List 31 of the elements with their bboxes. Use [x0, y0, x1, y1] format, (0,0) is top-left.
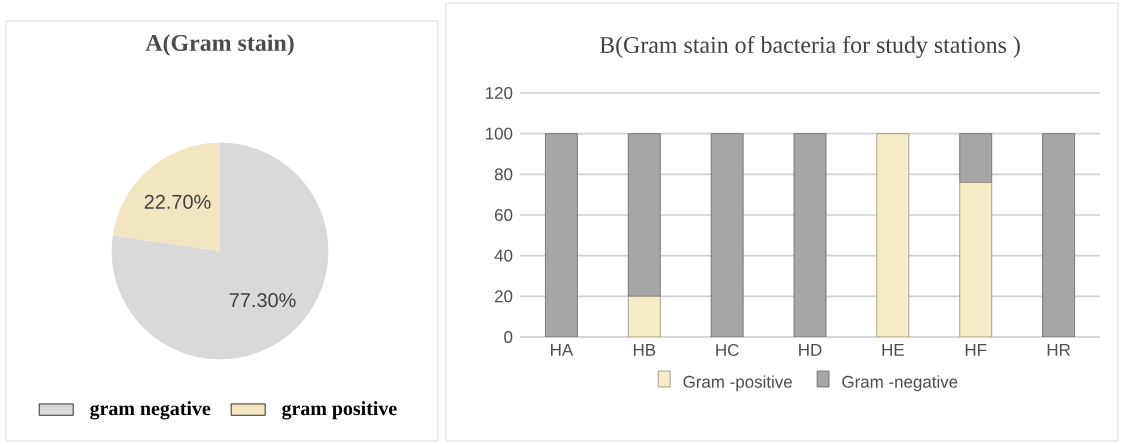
y-tick-label: 120 — [485, 87, 513, 99]
bar — [627, 133, 661, 297]
legend-label: Gram -negative — [842, 375, 958, 392]
legend-label: gram positive — [282, 401, 397, 420]
x-tick-label: HR — [1047, 344, 1071, 356]
x-tick-label: HA — [551, 344, 574, 356]
y-tick-label: 80 — [494, 168, 513, 181]
bar — [710, 133, 744, 337]
bar — [627, 295, 661, 337]
y-tick-label: 40 — [494, 249, 513, 262]
x-tick-label: HC — [716, 344, 739, 357]
y-tick-label: 0 — [504, 331, 513, 343]
x-tick-label: HE — [882, 344, 904, 356]
x-tick-label: HD — [799, 344, 822, 356]
chart-title: A(Gram stain) — [145, 34, 294, 56]
bar — [545, 133, 578, 337]
legend-label: gram negative — [90, 401, 211, 420]
chart-title: B(Gram stain of bacteria for study stations ) — [599, 36, 1020, 58]
bar — [959, 182, 993, 337]
bar — [793, 133, 827, 337]
x-tick-label: HF — [965, 344, 987, 356]
y-tick-label: 20 — [494, 290, 513, 303]
bar — [1042, 133, 1075, 337]
y-tick-label: 60 — [495, 209, 513, 221]
y-tick-label: 100 — [485, 127, 513, 140]
legend-label: Gram -positive — [683, 375, 792, 392]
bar — [876, 133, 910, 337]
data-label: 22.70% — [144, 194, 211, 209]
x-tick-label: HB — [633, 344, 656, 356]
data-label: 77.30% — [229, 293, 296, 308]
bar — [959, 133, 993, 183]
